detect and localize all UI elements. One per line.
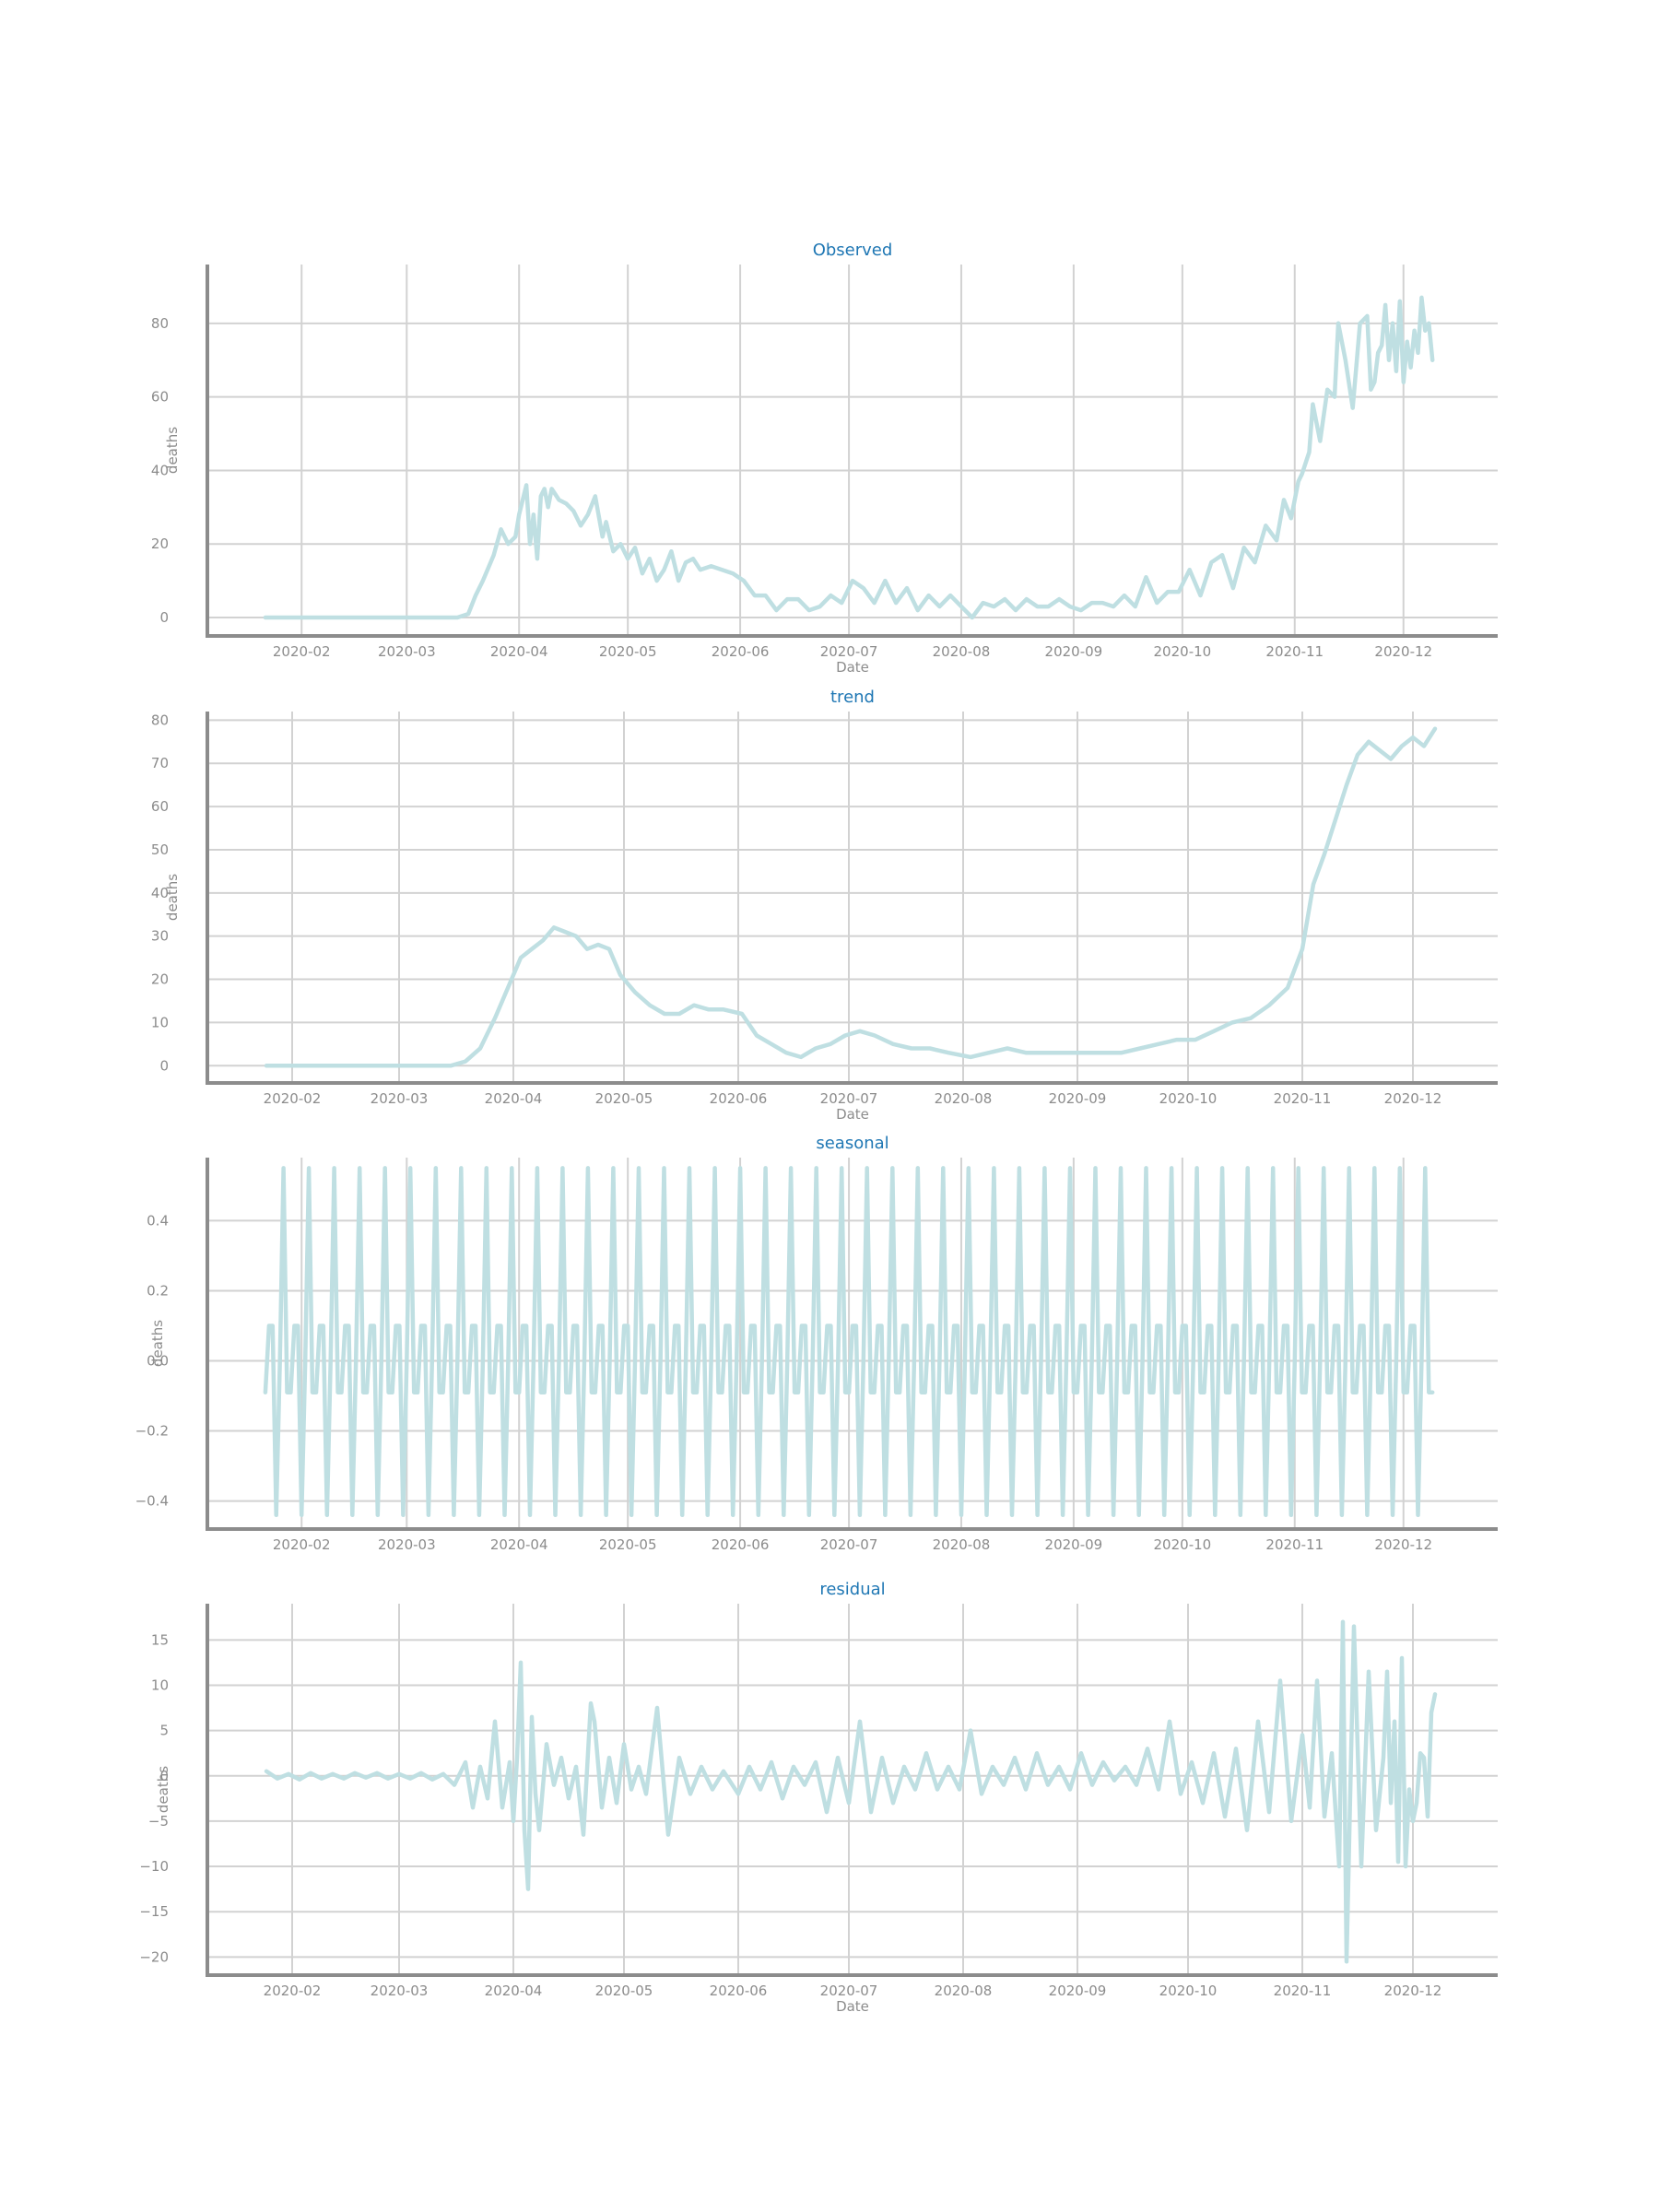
x-tick-label: 2020-10 <box>1154 643 1212 660</box>
series-line <box>264 1619 1438 1964</box>
y-tick-label: 15 <box>151 1631 169 1648</box>
x-axis-label: Date <box>836 1106 869 1123</box>
x-tick-label: 2020-09 <box>1049 1983 1107 1999</box>
series-line <box>263 295 1435 620</box>
x-tick-label: 2020-04 <box>485 1983 543 1999</box>
x-tick-label: 2020-06 <box>712 643 770 660</box>
series-line <box>264 726 1438 1068</box>
y-tick-label: 20 <box>151 971 169 988</box>
x-tick-label: 2020-12 <box>1374 1536 1432 1553</box>
x-tick-label: 2020-11 <box>1274 1090 1332 1107</box>
y-tick-label: −0.2 <box>135 1423 169 1440</box>
y-tick-label: 30 <box>151 928 169 945</box>
x-tick-label: 2020-05 <box>599 643 657 660</box>
x-tick-label: 2020-06 <box>712 1536 770 1553</box>
x-tick-label: 2020-06 <box>710 1090 768 1107</box>
y-tick-label: 70 <box>151 755 169 771</box>
y-tick-label: 0.0 <box>147 1353 169 1370</box>
x-tick-label: 2020-07 <box>820 1983 878 1999</box>
x-tick-label: 2020-04 <box>490 1536 548 1553</box>
x-axis-label: Date <box>836 659 869 676</box>
x-tick-label: 2020-11 <box>1265 643 1324 660</box>
y-tick-label: −10 <box>139 1858 169 1875</box>
y-tick-label: 0.2 <box>147 1282 169 1299</box>
y-tick-label: 5 <box>159 1723 169 1739</box>
x-tick-label: 2020-02 <box>273 643 331 660</box>
panel-seasonal: −0.4 −0.2 0.0 0.2 0.4 2020-02 2020-03 2020-04 20… <box>135 1134 1498 1553</box>
x-tick-label: 2020-02 <box>273 1536 331 1553</box>
panel-trend: 0 10 20 30 40 50 60 70 80 2020-02 2020-03 2020-04 20… <box>151 688 1498 1123</box>
x-tick-label: 2020-03 <box>378 643 436 660</box>
x-tick-label: 2020-09 <box>1049 1090 1107 1107</box>
x-tick-label: 2020-05 <box>599 1536 657 1553</box>
panel-title: trend <box>830 688 875 707</box>
x-tick-label: 2020-04 <box>485 1090 543 1107</box>
y-tick-label: −0.4 <box>135 1493 169 1510</box>
x-tick-label: 2020-12 <box>1374 643 1432 660</box>
y-axis-label: deaths <box>149 1320 166 1367</box>
y-tick-label: 0 <box>159 609 169 626</box>
y-axis-label: deaths <box>164 427 181 474</box>
panel-title: seasonal <box>816 1134 888 1153</box>
y-tick-label: −15 <box>139 1903 169 1920</box>
x-tick-label: 2020-07 <box>820 1090 878 1107</box>
y-tick-label: 20 <box>151 535 169 552</box>
x-tick-label: 2020-02 <box>264 1090 322 1107</box>
panel-title: Observed <box>813 241 893 260</box>
x-axis-label: Date <box>836 1998 869 2015</box>
y-tick-label: −5 <box>148 1813 169 1830</box>
y-tick-label: 60 <box>151 798 169 815</box>
y-tick-label: 40 <box>151 462 169 478</box>
x-tick-label: 2020-02 <box>264 1983 322 1999</box>
x-tick-label: 2020-10 <box>1154 1536 1212 1553</box>
gridlines <box>207 712 1498 1083</box>
x-tick-label: 2020-04 <box>490 643 548 660</box>
y-tick-label: −20 <box>139 1948 169 1965</box>
panel-title: residual <box>819 1580 885 1599</box>
y-tick-label: 80 <box>151 315 169 332</box>
y-axis-label: deaths <box>164 874 181 921</box>
x-tick-label: 2020-09 <box>1045 1536 1103 1553</box>
x-tick-label: 2020-11 <box>1274 1983 1332 1999</box>
x-tick-label: 2020-12 <box>1384 1090 1442 1107</box>
y-tick-label: 0 <box>159 1768 169 1784</box>
x-tick-label: 2020-03 <box>371 1090 429 1107</box>
x-tick-label: 2020-08 <box>935 1090 993 1107</box>
y-tick-label: 0.4 <box>147 1212 169 1229</box>
panel-residual: −20 −15 −10 −5 0 5 10 15 2020-02 2020-03 2020-04 20… <box>139 1580 1498 2015</box>
x-tick-label: 2020-07 <box>820 643 878 660</box>
y-tick-label: 40 <box>151 885 169 901</box>
x-tick-label: 2020-08 <box>933 1536 991 1553</box>
x-tick-label: 2020-10 <box>1159 1983 1218 1999</box>
y-tick-label: 10 <box>151 1014 169 1030</box>
series-line <box>263 1166 1435 1518</box>
x-tick-label: 2020-03 <box>371 1983 429 1999</box>
x-tick-label: 2020-08 <box>933 643 991 660</box>
y-tick-label: 0 <box>159 1057 169 1074</box>
x-tick-label: 2020-07 <box>820 1536 878 1553</box>
gridlines <box>207 265 1498 636</box>
x-tick-label: 2020-10 <box>1159 1090 1218 1107</box>
panel-observed: 0 20 40 60 80 2020-02 2020-03 2020-04 2020-05 202… <box>151 241 1498 676</box>
y-axis-label: deaths <box>155 1766 171 1813</box>
x-tick-label: 2020-08 <box>935 1983 993 1999</box>
x-tick-label: 2020-11 <box>1265 1536 1324 1553</box>
x-tick-label: 2020-05 <box>595 1090 653 1107</box>
gridlines <box>207 1604 1498 1975</box>
x-tick-label: 2020-09 <box>1045 643 1103 660</box>
y-tick-label: 60 <box>151 389 169 406</box>
x-tick-label: 2020-12 <box>1384 1983 1442 1999</box>
x-tick-label: 2020-03 <box>378 1536 436 1553</box>
y-tick-label: 10 <box>151 1677 169 1693</box>
x-tick-label: 2020-05 <box>595 1983 653 1999</box>
y-tick-label: 50 <box>151 841 169 858</box>
y-tick-label: 80 <box>151 712 169 728</box>
x-tick-label: 2020-06 <box>710 1983 768 1999</box>
